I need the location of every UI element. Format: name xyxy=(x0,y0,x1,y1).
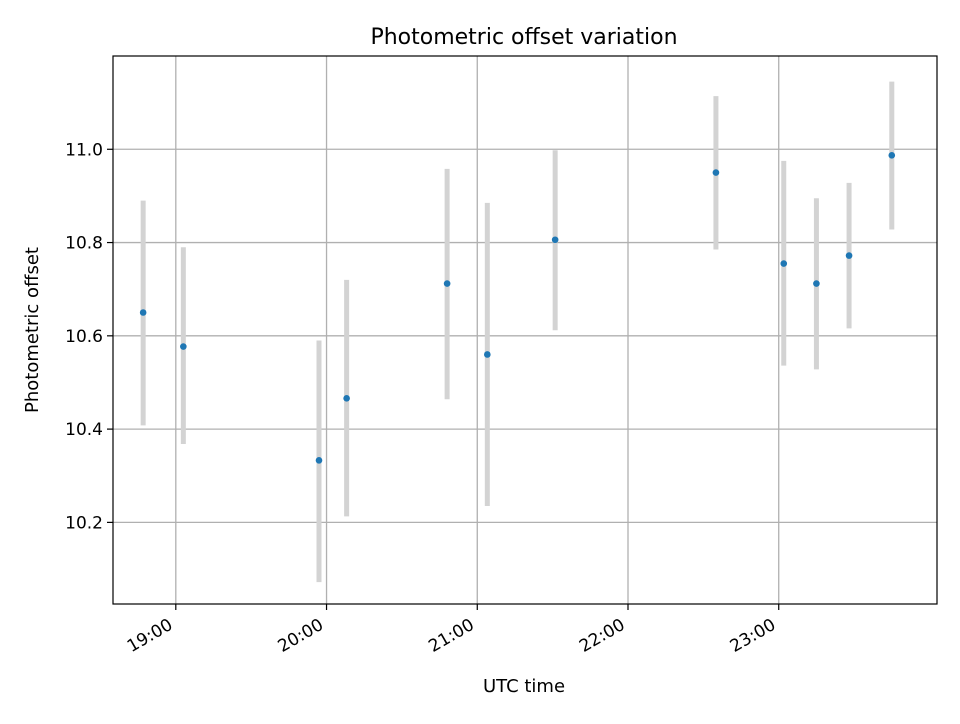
data-point xyxy=(845,252,853,259)
x-axis-label: UTC time xyxy=(483,676,565,697)
data-point xyxy=(343,395,350,402)
data-point xyxy=(888,152,896,159)
data-point xyxy=(315,457,323,464)
y-axis-label: Photometric offset xyxy=(22,247,43,413)
data-points xyxy=(139,152,896,464)
data-point xyxy=(484,351,491,358)
data-point xyxy=(180,343,187,350)
grid-lines xyxy=(113,56,937,604)
data-point xyxy=(443,280,451,287)
y-tick-label: 11.0 xyxy=(65,140,103,160)
plot-area-frame xyxy=(112,55,938,605)
data-point xyxy=(139,309,147,316)
data-point xyxy=(780,260,788,267)
chart-title: Photometric offset variation xyxy=(370,25,677,50)
y-axis-ticks: 10.2 10.4 10.6 10.8 11.0 xyxy=(65,140,113,533)
y-tick-label: 10.4 xyxy=(65,420,103,440)
y-tick-label: 10.2 xyxy=(65,513,103,533)
y-tick-label: 10.8 xyxy=(65,234,103,254)
data-point xyxy=(712,169,720,176)
y-tick-label: 10.6 xyxy=(65,327,103,347)
data-point xyxy=(551,236,559,244)
data-point xyxy=(813,280,820,287)
